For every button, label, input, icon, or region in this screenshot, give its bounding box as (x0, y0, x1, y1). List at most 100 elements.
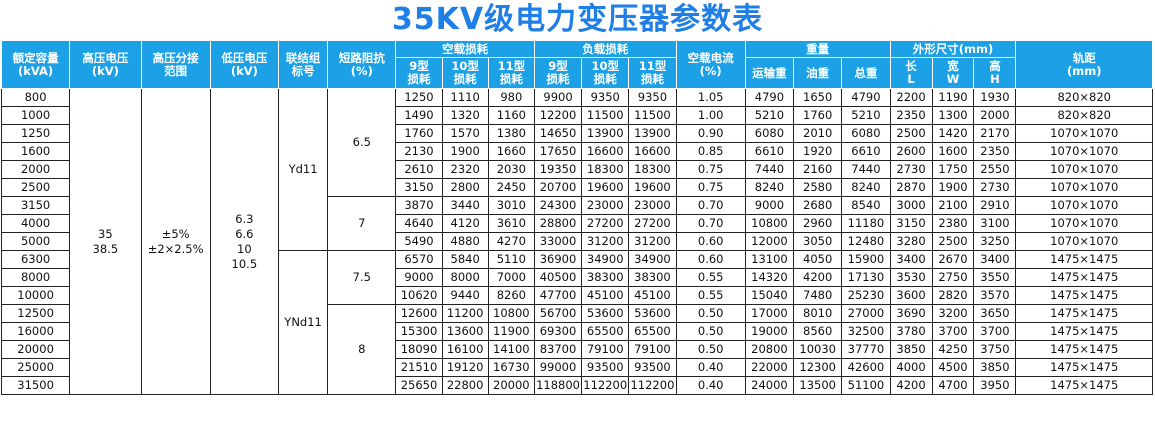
cell-no-load-loss-10: 11200 (441, 304, 489, 323)
header-oil-weight: 油重 (793, 57, 843, 89)
cell-no-load-current: 0.50 (675, 340, 746, 359)
cell-load-loss-10: 19600 (581, 178, 630, 197)
cell-oil-weight: 1920 (793, 142, 843, 161)
cell-width: 1420 (931, 124, 975, 143)
cell-height: 1930 (973, 88, 1017, 107)
connection-group-cell: YNd11 (277, 250, 329, 395)
cell-width: 1300 (931, 106, 975, 125)
cell-gauge: 1475×1475 (1015, 376, 1153, 395)
impedance-cell: 7.5 (327, 250, 397, 305)
cell-load-loss-11: 93500 (628, 358, 677, 377)
cell-no-load-current: 1.00 (675, 106, 746, 125)
cell-no-load-loss-9: 2130 (395, 142, 443, 161)
table-row: 1000 1490 1320 1160 12200 11500 11500 1.00 5210 1… (0, 106, 1153, 125)
header-weight: 重量 (744, 40, 891, 58)
cell-transport-weight: 22000 (744, 358, 795, 377)
cell-capacity: 1600 (0, 142, 71, 161)
cell-gauge: 1475×1475 (1015, 268, 1153, 287)
cell-load-loss-9: 9900 (533, 88, 583, 107)
header-impedance: 短路阻抗 (%) (327, 40, 397, 89)
cell-no-load-loss-10: 1900 (441, 142, 489, 161)
cell-no-load-loss-9: 1250 (395, 88, 443, 107)
table-row: 5000 5490 4880 4270 33000 31200 31200 0.60 12000… (0, 232, 1153, 251)
cell-capacity: 10000 (0, 286, 71, 305)
cell-no-load-loss-11: 1660 (487, 142, 535, 161)
cell-length: 4000 (889, 358, 933, 377)
cell-no-load-loss-10: 1570 (441, 124, 489, 143)
cell-load-loss-9: 56700 (533, 304, 583, 323)
cell-no-load-loss-9: 1760 (395, 124, 443, 143)
cell-no-load-loss-10: 3440 (441, 196, 489, 215)
cell-load-loss-11: 27200 (628, 214, 677, 233)
cell-load-loss-11: 16600 (628, 142, 677, 161)
cell-length: 3280 (889, 232, 933, 251)
table-row: 3150 7 3870 3440 3010 24300 23000 23000 0.70 9000… (0, 196, 1153, 251)
cell-capacity: 6300 (0, 250, 71, 269)
cell-gauge: 1070×1070 (1015, 214, 1153, 233)
cell-capacity: 25000 (0, 358, 71, 377)
cell-no-load-loss-11: 3610 (487, 214, 535, 233)
cell-gauge: 1070×1070 (1015, 232, 1153, 251)
cell-load-loss-10: 93500 (581, 358, 630, 377)
impedance-cell: 7 (327, 196, 397, 251)
cell-no-load-loss-11: 1380 (487, 124, 535, 143)
cell-gauge: 1475×1475 (1015, 340, 1153, 359)
cell-no-load-loss-10: 22800 (441, 376, 489, 395)
cell-load-loss-11: 34900 (628, 250, 677, 269)
cell-no-load-current: 0.55 (675, 286, 746, 305)
cell-length: 2200 (889, 88, 933, 107)
cell-total-weight: 51100 (841, 376, 891, 395)
cell-total-weight: 27000 (841, 304, 891, 323)
cell-transport-weight: 12000 (744, 232, 795, 251)
cell-no-load-current: 0.90 (675, 124, 746, 143)
cell-height: 2350 (973, 142, 1017, 161)
cell-load-loss-11: 65500 (628, 322, 677, 341)
cell-width: 2670 (931, 250, 975, 269)
cell-no-load-current: 0.70 (675, 196, 746, 215)
cell-length: 2600 (889, 142, 933, 161)
cell-height: 2550 (973, 160, 1017, 179)
cell-no-load-current: 0.50 (675, 322, 746, 341)
cell-load-loss-9: 19350 (533, 160, 583, 179)
cell-no-load-loss-9: 10620 (395, 286, 443, 305)
cell-gauge: 1475×1475 (1015, 286, 1153, 305)
cell-no-load-loss-11: 11900 (487, 322, 535, 341)
header-lv-voltage: 低压电压 (kV) (209, 40, 279, 89)
cell-no-load-loss-11: 20000 (487, 376, 535, 395)
cell-no-load-loss-10: 1320 (441, 106, 489, 125)
cell-capacity: 4000 (0, 214, 71, 233)
cell-capacity: 2500 (0, 178, 71, 197)
cell-load-loss-11: 112200 (628, 376, 677, 395)
cell-length: 2500 (889, 124, 933, 143)
cell-height: 3400 (973, 250, 1017, 269)
cell-load-loss-11: 23000 (628, 196, 677, 215)
cell-capacity: 1000 (0, 106, 71, 125)
cell-load-loss-11: 11500 (628, 106, 677, 125)
cell-width: 3700 (931, 322, 975, 341)
cell-width: 2380 (931, 214, 975, 233)
header-load-loss-type9: 9型 损耗 (533, 57, 583, 89)
cell-load-loss-10: 112200 (581, 376, 630, 395)
cell-total-weight: 8240 (841, 178, 891, 197)
cell-no-load-loss-9: 4640 (395, 214, 443, 233)
cell-oil-weight: 1760 (793, 106, 843, 125)
cell-transport-weight: 6080 (744, 124, 795, 143)
cell-capacity: 800 (0, 88, 71, 107)
cell-transport-weight: 15040 (744, 286, 795, 305)
cell-no-load-loss-10: 8000 (441, 268, 489, 287)
cell-capacity: 1250 (0, 124, 71, 143)
cell-oil-weight: 1650 (793, 88, 843, 107)
header-hv-voltage: 高压电压 (kV) (69, 40, 142, 89)
cell-load-loss-9: 118800 (533, 376, 583, 395)
cell-width: 2100 (931, 196, 975, 215)
cell-height: 3100 (973, 214, 1017, 233)
header-dimensions: 外形尺寸(mm) (889, 40, 1017, 58)
cell-height: 3850 (973, 358, 1017, 377)
cell-total-weight: 8540 (841, 196, 891, 215)
cell-height: 3570 (973, 286, 1017, 305)
cell-total-weight: 25230 (841, 286, 891, 305)
cell-total-weight: 7440 (841, 160, 891, 179)
header-total-weight: 总重 (841, 57, 891, 89)
